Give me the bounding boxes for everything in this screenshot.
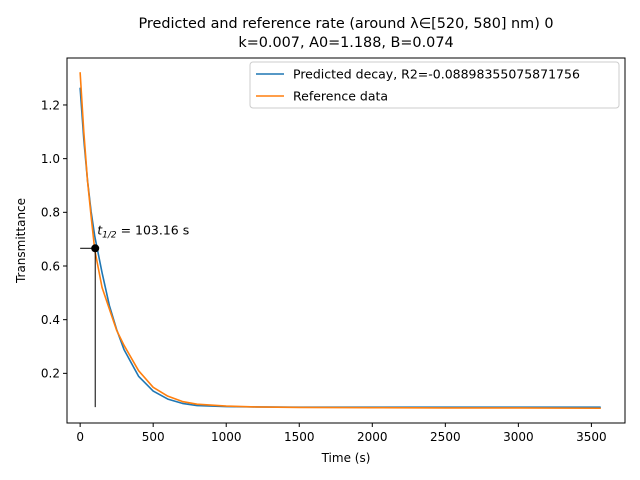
half-life-annotation: t1/2 = 103.16 s — [80, 222, 189, 408]
chart-title-line2: k=0.007, A0=1.188, B=0.074 — [238, 35, 453, 51]
half-life-label-value: = 103.16 s — [117, 222, 190, 237]
half-life-label: t1/2 = 103.16 s — [97, 222, 189, 240]
legend-box — [249, 61, 620, 109]
half-life-label-t: t — [97, 222, 103, 237]
plot-frame — [66, 57, 626, 424]
x-axis-ticks: 0 500 1000 1500 2000 2500 3000 3500 — [76, 423, 607, 444]
series-layer — [79, 71, 601, 410]
half-life-label-sub: 1/2 — [102, 230, 117, 240]
chart-title-line1: Predicted and reference rate (around λ∈[… — [138, 16, 553, 32]
x-tick-label: 2000 — [357, 430, 388, 444]
y-tick-label: 0.8 — [41, 206, 60, 220]
legend-label-reference: Reference data — [293, 89, 388, 104]
x-tick-label: 1500 — [284, 430, 315, 444]
x-tick-label: 0 — [76, 430, 84, 444]
x-tick-label: 1000 — [211, 430, 242, 444]
y-axis-ticks: 0.2 0.4 0.6 0.8 1.0 1.2 — [41, 98, 67, 381]
y-tick-label: 0.6 — [41, 259, 60, 273]
half-life-marker — [91, 244, 100, 253]
y-axis-label: Transmittance — [14, 198, 28, 284]
x-axis-label: Time (s) — [321, 451, 371, 465]
legend-label-predicted: Predicted decay, R2=-0.08898355075871756 — [293, 67, 580, 82]
y-tick-label: 0.4 — [41, 313, 60, 327]
x-tick-label: 2500 — [430, 430, 461, 444]
x-tick-label: 3500 — [576, 430, 607, 444]
x-tick-label: 3000 — [503, 430, 534, 444]
x-tick-label: 500 — [142, 430, 165, 444]
series-line-reference — [79, 71, 601, 410]
y-tick-label: 1.2 — [41, 98, 60, 112]
y-tick-label: 1.0 — [41, 152, 60, 166]
y-tick-label: 0.2 — [41, 367, 60, 381]
legend: Predicted decay, R2=-0.08898355075871756… — [249, 61, 620, 109]
